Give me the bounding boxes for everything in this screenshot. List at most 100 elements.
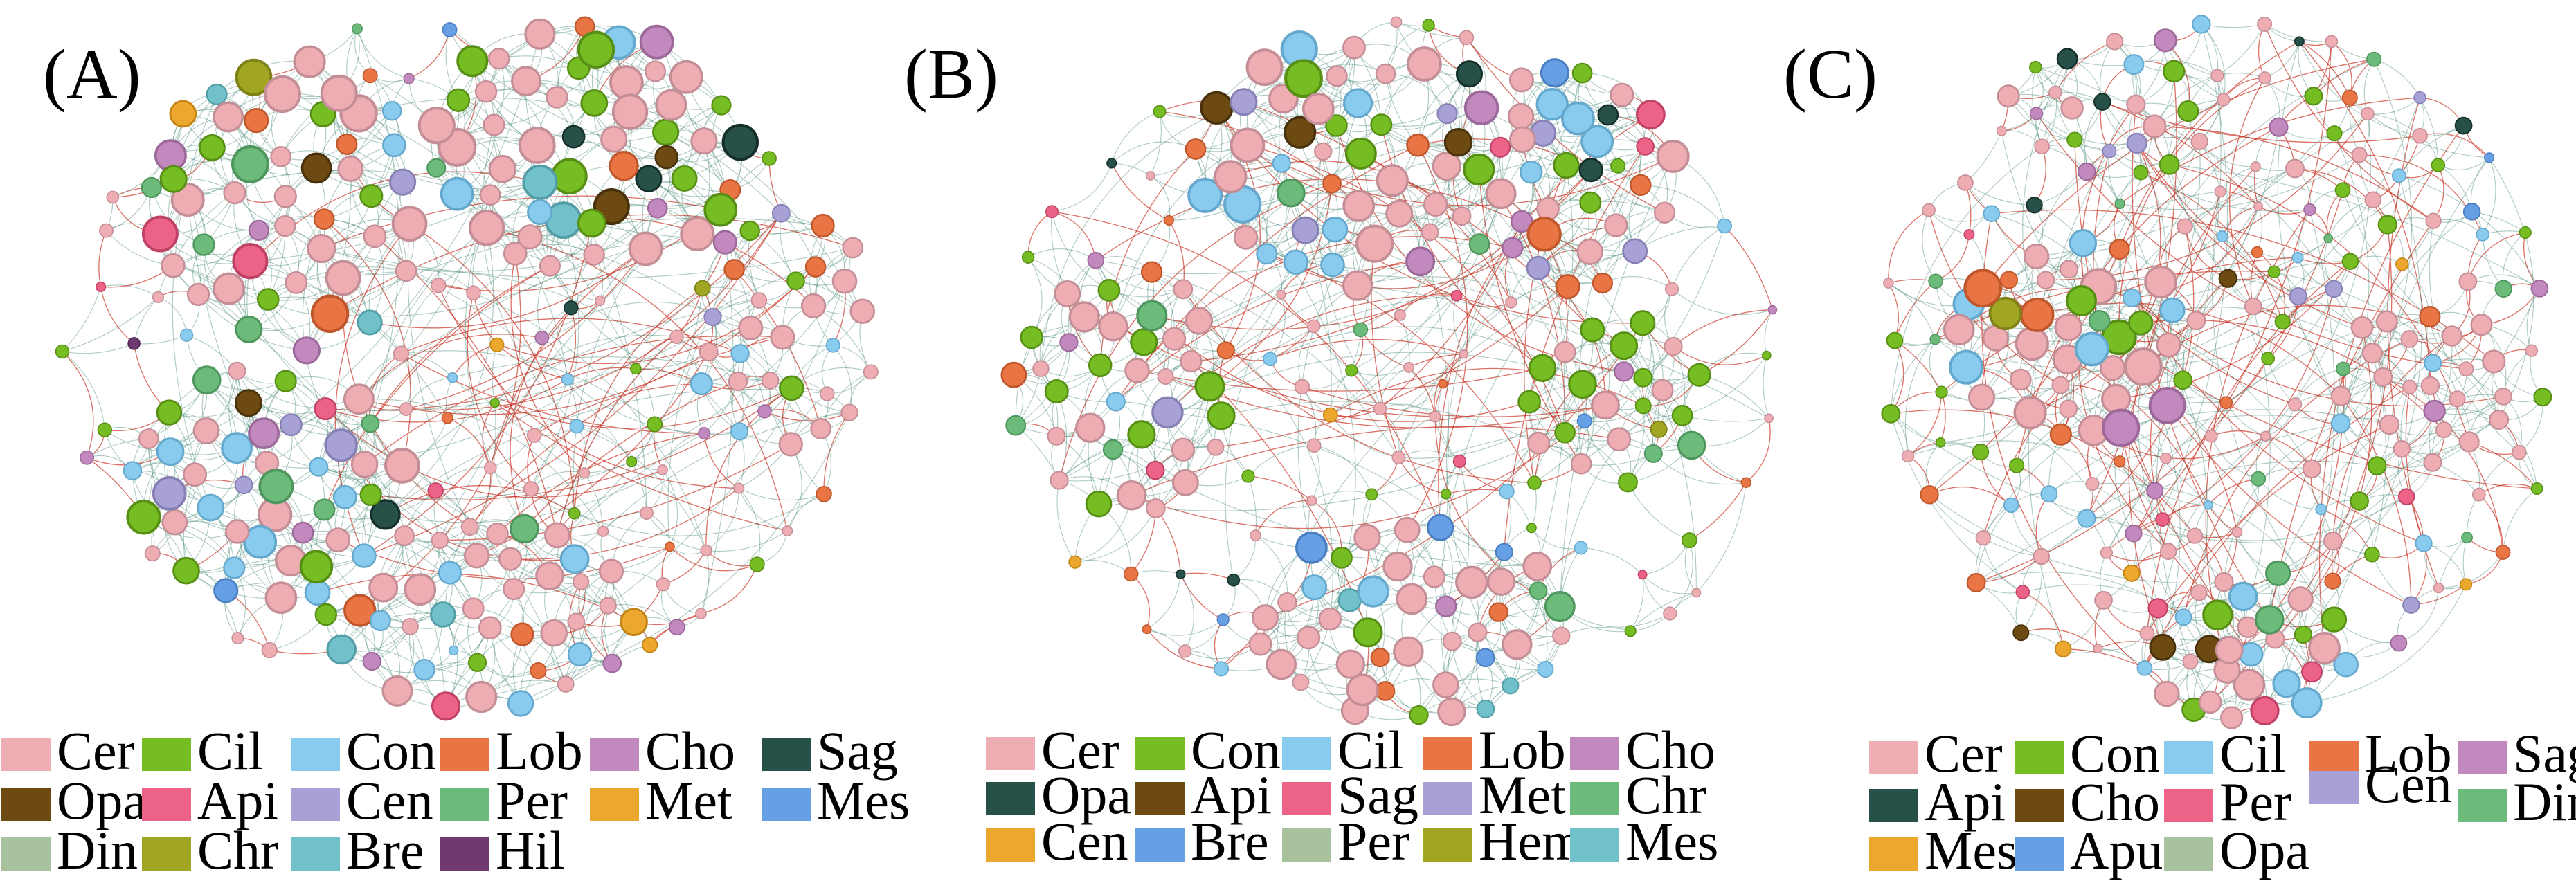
network-node xyxy=(2257,16,2273,32)
network-node xyxy=(568,507,581,520)
network-node xyxy=(1245,48,1284,87)
network-node xyxy=(577,30,615,69)
network-node xyxy=(1459,30,1475,46)
network-node xyxy=(1406,133,1430,157)
legend-swatch-Bre xyxy=(291,837,340,871)
network-node xyxy=(463,543,490,569)
network-node xyxy=(639,24,674,60)
network-node xyxy=(1983,205,2001,223)
network-node xyxy=(1252,604,1279,632)
network-node xyxy=(1963,228,1975,240)
network-node xyxy=(1988,296,2022,331)
network-node xyxy=(1390,16,1403,28)
network-node xyxy=(2351,147,2368,163)
network-node xyxy=(652,118,680,146)
network-node xyxy=(1635,100,1666,130)
network-node xyxy=(577,208,606,238)
network-node xyxy=(2106,33,2124,51)
network-node xyxy=(518,127,556,164)
network-node xyxy=(2425,212,2442,229)
network-node xyxy=(156,437,185,466)
network-node xyxy=(1552,626,1571,645)
network-node xyxy=(599,597,617,615)
network-node xyxy=(1185,307,1214,335)
legend-item-Cer: Cer xyxy=(1869,723,2003,783)
legend-item-Sag: Sag xyxy=(1282,765,1418,825)
network-node xyxy=(2289,287,2307,306)
network-node xyxy=(1935,437,1946,448)
network-node xyxy=(1123,566,1139,582)
network-node xyxy=(1997,84,2020,108)
legend-label-Cho: Cho xyxy=(645,720,735,781)
network-node xyxy=(1535,88,1569,121)
network-node xyxy=(2375,310,2398,333)
network-node xyxy=(231,145,269,183)
network-node xyxy=(2341,89,2358,106)
network-node xyxy=(1554,421,1576,444)
network-node xyxy=(1301,92,1335,125)
network-node xyxy=(2066,285,2097,316)
network-node xyxy=(1630,310,1656,336)
network-node xyxy=(2228,581,2258,612)
network-node xyxy=(595,295,606,307)
network-node xyxy=(629,363,642,375)
network-node xyxy=(2015,585,2030,599)
network-node xyxy=(1935,385,1948,399)
network-node xyxy=(2330,413,2351,434)
network-node xyxy=(1187,177,1223,213)
legend-label-Per: Per xyxy=(496,770,568,830)
network-node xyxy=(1761,350,1772,361)
legend-item-Cho: Cho xyxy=(1570,720,1715,780)
network-node xyxy=(2214,572,2234,592)
network-node xyxy=(551,158,588,195)
network-node xyxy=(1021,251,1035,264)
network-node xyxy=(820,386,835,401)
network-node xyxy=(1975,530,1991,546)
network-node xyxy=(2303,203,2316,217)
network-node xyxy=(2315,503,2327,516)
network-node xyxy=(234,475,253,495)
network-node xyxy=(656,577,670,592)
network-node xyxy=(2350,491,2369,511)
network-node xyxy=(2454,116,2473,135)
legend-swatch-Cil xyxy=(142,738,191,771)
network-node xyxy=(2029,60,2042,74)
network-node xyxy=(1972,443,1990,461)
network-node xyxy=(647,416,663,433)
network-node xyxy=(313,208,335,230)
network-node xyxy=(782,525,793,537)
network-node xyxy=(1455,565,1488,599)
network-node xyxy=(2285,158,2305,179)
network-node xyxy=(431,278,447,293)
network-node xyxy=(849,298,875,324)
legend-label-Per: Per xyxy=(1337,811,1409,871)
network-node xyxy=(213,101,244,133)
network-node xyxy=(1124,358,1150,383)
network-node xyxy=(156,399,183,426)
network-node xyxy=(2159,297,2186,323)
panel-(C)-nodes xyxy=(1881,15,2552,729)
legend-label-Cen: Cen xyxy=(346,770,433,830)
network-node xyxy=(123,461,143,480)
network-node xyxy=(447,372,458,383)
network-node xyxy=(1325,114,1348,137)
network-node xyxy=(2261,352,2275,365)
legend-item-Lob: Lob xyxy=(2309,723,2452,783)
network-node xyxy=(1394,516,1421,543)
network-node xyxy=(2302,459,2322,478)
network-node xyxy=(2149,633,2177,661)
network-node xyxy=(1508,67,1534,93)
network-node xyxy=(564,300,579,316)
network-node xyxy=(1580,125,1614,158)
network-node xyxy=(1320,252,1345,278)
network-node xyxy=(2530,482,2543,495)
network-node xyxy=(2146,482,2164,500)
network-node xyxy=(665,541,675,552)
network-node xyxy=(2250,161,2261,172)
legend-swatch-Mes xyxy=(1570,828,1619,862)
network-node xyxy=(337,156,364,182)
legend-item-Apu: Apu xyxy=(2015,820,2163,880)
network-node xyxy=(197,493,225,522)
legend-item-Mes: Mes xyxy=(1869,820,2017,880)
network-node xyxy=(2048,85,2062,100)
